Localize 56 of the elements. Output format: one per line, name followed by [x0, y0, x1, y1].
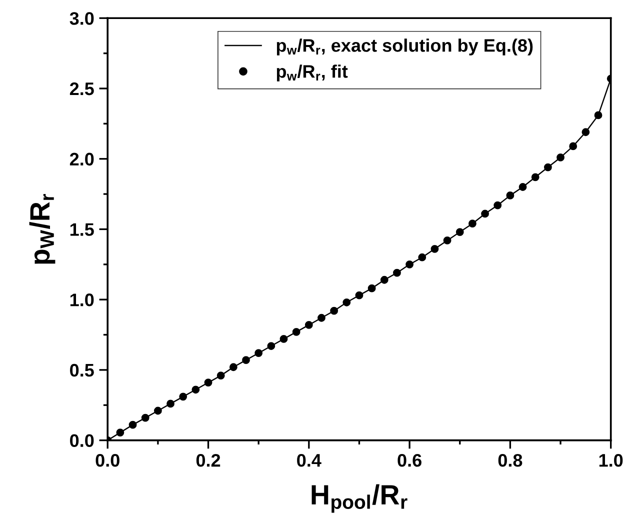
point — [267, 342, 276, 350]
point — [254, 349, 263, 358]
y-tick-label: 1.0 — [70, 294, 94, 306]
point — [556, 153, 564, 162]
y-tick-label: 2.0 — [70, 152, 94, 166]
point — [430, 244, 439, 253]
point — [292, 328, 300, 336]
point — [406, 260, 414, 268]
point — [141, 414, 150, 422]
point — [456, 228, 464, 236]
point — [594, 111, 602, 120]
y-tick-label: 2.5 — [70, 82, 94, 96]
point — [443, 236, 452, 244]
x-axis-title: H$_{pool}$/R$_{r}$ — [312, 484, 408, 513]
point — [582, 128, 590, 136]
point — [418, 253, 426, 262]
x-tick-label: 1.0 — [599, 454, 623, 467]
y-axis-title: p$_{W}$/R$_{r}$ — [29, 194, 56, 264]
point — [342, 298, 351, 306]
y-tick-label: 1.5 — [70, 223, 94, 236]
point — [192, 386, 200, 394]
point — [569, 142, 578, 150]
point — [494, 201, 502, 210]
point — [544, 163, 552, 172]
y-tick-label: 3.0 — [70, 12, 94, 25]
legend-label: p$_{w}$/R$_{r}$, exact solution by Eq.(8) — [276, 38, 533, 56]
point — [318, 314, 326, 322]
point — [393, 268, 401, 277]
x-tick-label: 0.0 — [96, 454, 120, 467]
point — [204, 378, 212, 387]
point — [179, 392, 188, 401]
point — [166, 400, 174, 408]
point — [355, 291, 364, 300]
point — [330, 306, 338, 315]
x-tick-label: 0.6 — [398, 454, 422, 467]
point — [368, 284, 376, 292]
y-tick-label: 0.0 — [70, 434, 94, 448]
point — [128, 420, 137, 429]
point — [280, 335, 288, 343]
point — [242, 356, 250, 364]
point — [216, 372, 225, 380]
point — [506, 191, 514, 200]
point — [531, 173, 540, 182]
point — [116, 428, 124, 437]
point — [154, 406, 162, 415]
point — [468, 220, 476, 228]
x-tick-label: 0.4 — [297, 454, 322, 467]
point — [518, 183, 527, 191]
x-tick-label: 0.2 — [196, 454, 220, 467]
point — [380, 276, 388, 284]
point — [229, 363, 238, 372]
y-tick-label: 0.5 — [70, 364, 94, 377]
point — [481, 210, 489, 218]
legend-label: p$_{w}$/R$_{r}$, fit — [276, 64, 348, 82]
x-tick-label: 0.8 — [498, 454, 522, 467]
point — [304, 320, 313, 329]
